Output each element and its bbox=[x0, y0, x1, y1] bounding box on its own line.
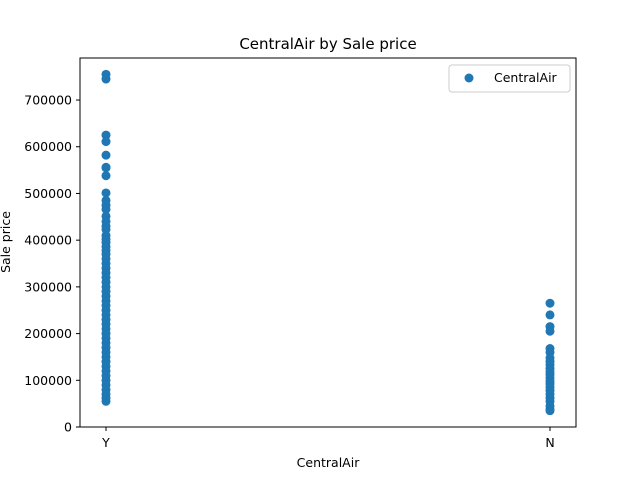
y-tick-label: 500000 bbox=[24, 186, 72, 201]
x-tick-label: Y bbox=[101, 435, 110, 450]
y-tick-label: 200000 bbox=[24, 326, 72, 341]
y-tick-label: 300000 bbox=[24, 279, 72, 294]
legend: CentralAir bbox=[448, 64, 571, 93]
data-point bbox=[101, 188, 111, 198]
y-tick-label: 400000 bbox=[24, 233, 72, 248]
x-axis-label: CentralAir bbox=[297, 455, 361, 470]
y-tick-label: 100000 bbox=[24, 373, 72, 388]
legend-label: CentralAir bbox=[494, 70, 558, 85]
data-point bbox=[101, 150, 111, 160]
y-tick-label: 700000 bbox=[24, 93, 72, 108]
data-point bbox=[101, 74, 111, 84]
data-point bbox=[545, 326, 555, 336]
data-point bbox=[545, 406, 555, 416]
data-point bbox=[545, 310, 555, 320]
data-point bbox=[545, 298, 555, 308]
legend-box bbox=[448, 64, 571, 93]
legend-marker bbox=[464, 73, 474, 83]
chart-title: CentralAir by Sale price bbox=[239, 35, 416, 53]
plot-area bbox=[79, 57, 577, 428]
x-tick-label: N bbox=[545, 435, 554, 450]
data-point bbox=[101, 137, 111, 147]
data-point bbox=[101, 130, 111, 140]
data-point bbox=[101, 171, 111, 181]
y-tick-label: 600000 bbox=[24, 139, 72, 154]
data-point bbox=[101, 163, 111, 173]
y-axis: 0 100000 200000 300000 400000 500000 600000 700… bbox=[24, 93, 80, 435]
y-tick-label: 0 bbox=[64, 420, 72, 435]
points-layer bbox=[101, 69, 555, 416]
data-point bbox=[101, 204, 111, 214]
y-axis-label: Sale price bbox=[0, 211, 13, 273]
data-point bbox=[101, 396, 111, 406]
